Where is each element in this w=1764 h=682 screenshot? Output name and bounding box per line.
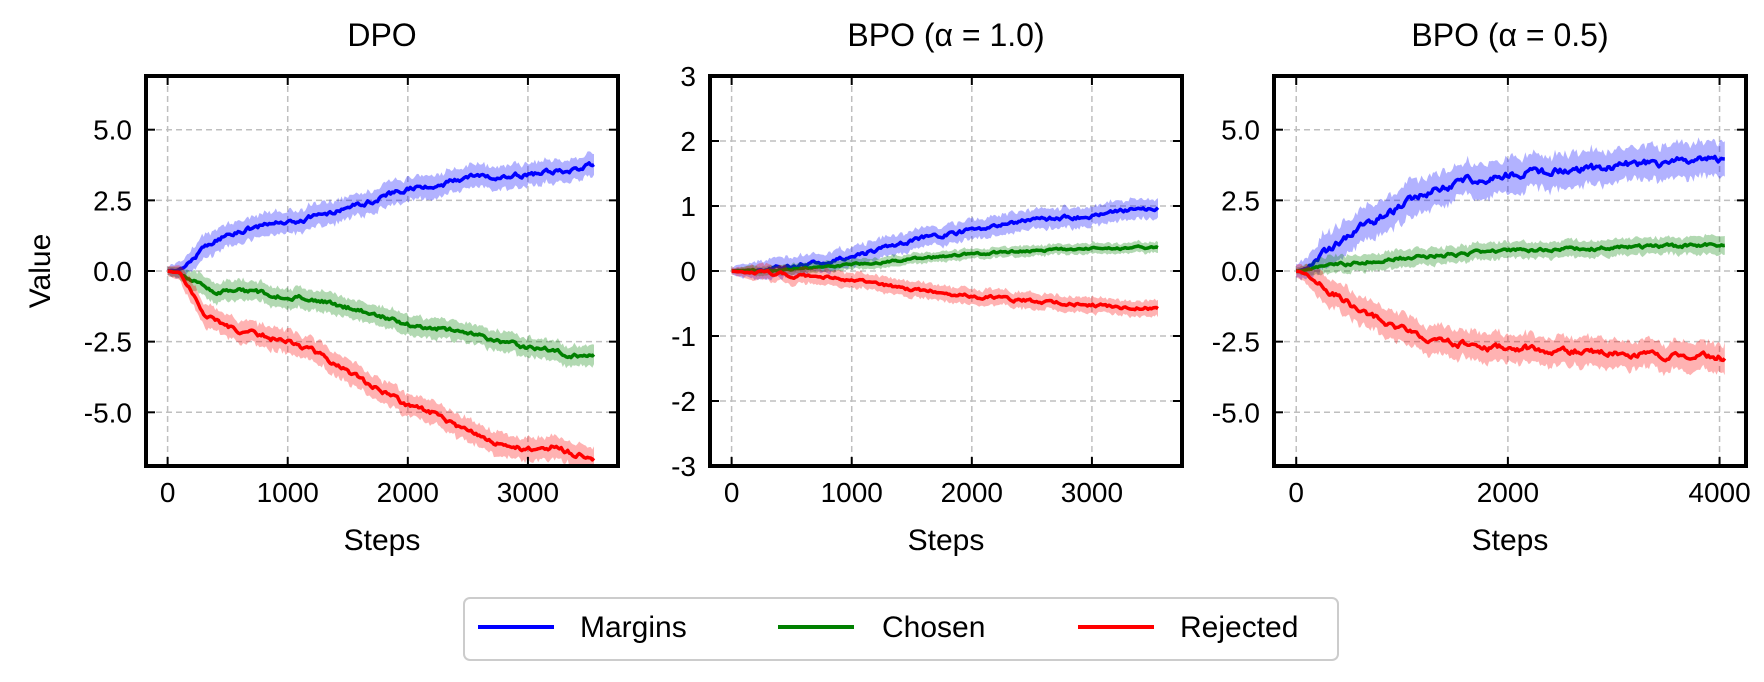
x-tick-label: 2000 xyxy=(377,477,439,508)
y-tick-label: -2.5 xyxy=(1212,327,1260,358)
y-tick-label: 0 xyxy=(680,256,696,287)
y-tick-label: 2 xyxy=(680,126,696,157)
y-tick-label: -2 xyxy=(671,386,696,417)
y-tick-label: 5.0 xyxy=(93,115,132,146)
panel-title: BPO (α = 0.5) xyxy=(1411,17,1608,53)
panel-bpo-alpha-1: 0 1000 2000 3000 -3 -2 -1 0 1 2 3 BPO (α = 1.0) Step… xyxy=(671,17,1184,557)
y-tick-label: -2.5 xyxy=(84,327,132,358)
legend-entry-chosen: Chosen xyxy=(778,611,985,644)
x-tick-label: 2000 xyxy=(1477,477,1539,508)
band-margins xyxy=(1296,137,1725,281)
line-rejected xyxy=(1295,269,1727,363)
band-chosen xyxy=(1296,233,1725,276)
y-tick-label: 2.5 xyxy=(93,185,132,216)
y-tick-label: 1 xyxy=(680,191,696,222)
x-tick-label: 0 xyxy=(1288,477,1304,508)
line-rejected xyxy=(731,268,1159,312)
x-tick-label: 4000 xyxy=(1688,477,1750,508)
legend-label-chosen: Chosen xyxy=(882,611,985,644)
y-tick-label: 2.5 xyxy=(1221,185,1260,216)
line-margins xyxy=(167,161,595,273)
y-tick-label: 0.0 xyxy=(1221,256,1260,287)
legend-entry-margins: Margins xyxy=(478,611,687,644)
legend-label-rejected: Rejected xyxy=(1180,611,1298,644)
legend-entry-rejected: Rejected xyxy=(1078,611,1298,644)
legend-frame xyxy=(463,597,1339,661)
x-tick-label: 3000 xyxy=(1061,477,1123,508)
x-axis-label: Steps xyxy=(908,524,985,557)
panel-title: DPO xyxy=(347,17,416,53)
x-tick-label: 0 xyxy=(724,477,740,508)
panel-title: BPO (α = 1.0) xyxy=(847,17,1044,53)
y-tick-label: 3 xyxy=(680,61,696,92)
y-axis-label: Value xyxy=(24,234,57,309)
x-axis-label: Steps xyxy=(1472,524,1549,557)
x-tick-label: 2000 xyxy=(941,477,1003,508)
line-chosen xyxy=(1295,242,1726,273)
panel-bpo-alpha-0-5: 0 2000 4000 -5.0 -2.5 0.0 2.5 5.0 BPO (α = 0.5) S… xyxy=(1212,17,1751,557)
line-chosen xyxy=(167,269,596,360)
x-tick-label: 3000 xyxy=(497,477,559,508)
line-margins xyxy=(1295,154,1725,273)
line-rejected xyxy=(167,269,596,462)
panel-dpo: 0 1000 2000 3000 -5.0 -2.5 0.0 2.5 5.0 DPO Steps xyxy=(84,17,620,557)
band-rejected xyxy=(1296,263,1725,377)
y-tick-label: -5.0 xyxy=(1212,397,1260,428)
line-margins xyxy=(731,206,1160,273)
band-rejected xyxy=(731,262,1158,319)
legend-label-margins: Margins xyxy=(580,611,687,644)
y-tick-label: -5.0 xyxy=(84,397,132,428)
x-tick-label: 1000 xyxy=(257,477,319,508)
grid xyxy=(1274,76,1746,466)
grid xyxy=(146,76,618,466)
y-tick-label: -3 xyxy=(671,451,696,482)
y-tick-label: -1 xyxy=(671,321,696,352)
y-tick-label: 0.0 xyxy=(93,256,132,287)
legend: Margins Chosen Rejected xyxy=(463,597,1339,661)
x-tick-label: 0 xyxy=(160,477,176,508)
x-axis-label: Steps xyxy=(344,524,421,557)
band-margins xyxy=(167,151,594,279)
x-tick-label: 1000 xyxy=(821,477,883,508)
line-chosen xyxy=(731,244,1159,274)
y-tick-label: 5.0 xyxy=(1221,115,1260,146)
